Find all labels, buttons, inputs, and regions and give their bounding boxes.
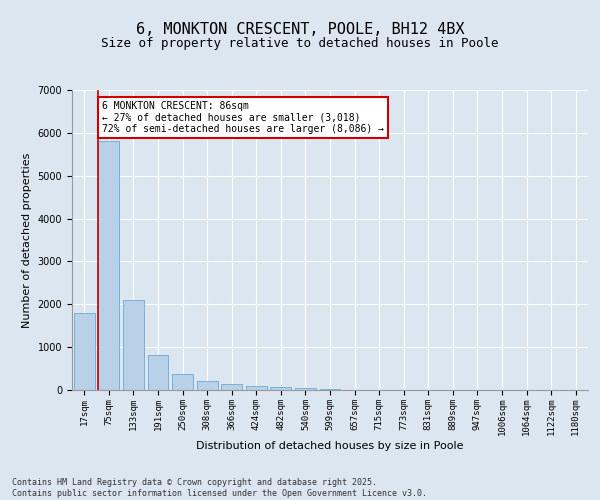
Text: Contains HM Land Registry data © Crown copyright and database right 2025.
Contai: Contains HM Land Registry data © Crown c…	[12, 478, 427, 498]
Y-axis label: Number of detached properties: Number of detached properties	[22, 152, 32, 328]
Bar	[123, 300, 144, 390]
Bar	[320, 388, 340, 390]
X-axis label: Distribution of detached houses by size in Poole: Distribution of detached houses by size …	[196, 441, 464, 451]
Bar	[246, 386, 267, 390]
Text: 6 MONKTON CRESCENT: 86sqm
← 27% of detached houses are smaller (3,018)
72% of se: 6 MONKTON CRESCENT: 86sqm ← 27% of detac…	[102, 100, 384, 134]
Bar	[295, 388, 316, 390]
Bar	[172, 374, 193, 390]
Bar	[98, 140, 119, 390]
Bar	[197, 381, 218, 390]
Text: Size of property relative to detached houses in Poole: Size of property relative to detached ho…	[101, 38, 499, 51]
Bar	[221, 384, 242, 390]
Bar	[271, 386, 292, 390]
Text: 6, MONKTON CRESCENT, POOLE, BH12 4BX: 6, MONKTON CRESCENT, POOLE, BH12 4BX	[136, 22, 464, 38]
Bar	[148, 355, 169, 390]
Bar	[74, 313, 95, 390]
